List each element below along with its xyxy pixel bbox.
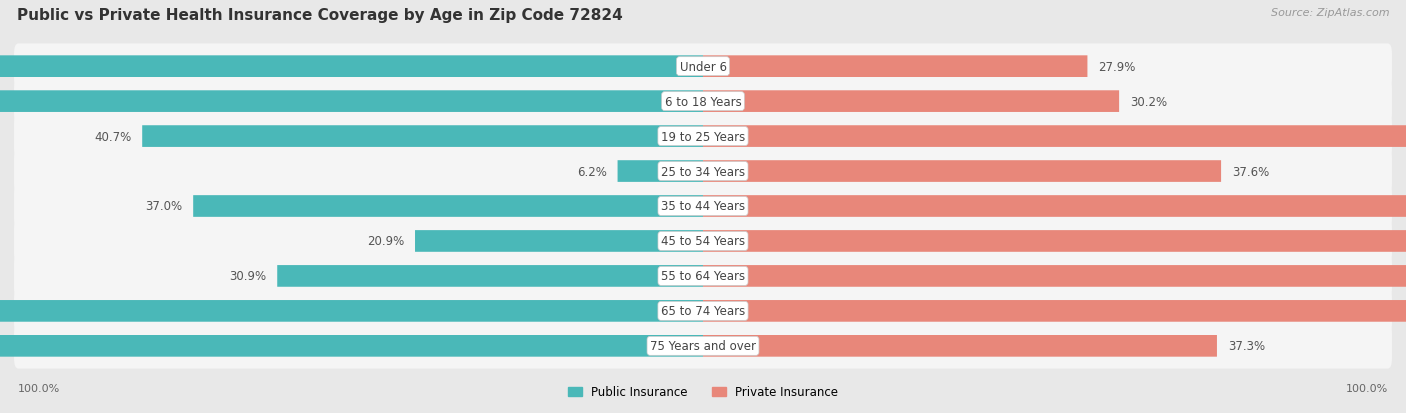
FancyBboxPatch shape bbox=[0, 300, 703, 322]
Text: 45 to 54 Years: 45 to 54 Years bbox=[661, 235, 745, 248]
FancyBboxPatch shape bbox=[703, 266, 1406, 287]
Text: 25 to 34 Years: 25 to 34 Years bbox=[661, 165, 745, 178]
Text: 27.9%: 27.9% bbox=[1098, 61, 1136, 74]
FancyBboxPatch shape bbox=[617, 161, 703, 183]
FancyBboxPatch shape bbox=[703, 126, 1406, 147]
Text: 100.0%: 100.0% bbox=[1346, 382, 1388, 393]
Text: 55 to 64 Years: 55 to 64 Years bbox=[661, 270, 745, 283]
Legend: Public Insurance, Private Insurance: Public Insurance, Private Insurance bbox=[568, 385, 838, 399]
FancyBboxPatch shape bbox=[703, 300, 1406, 322]
Text: 37.0%: 37.0% bbox=[145, 200, 183, 213]
Text: 30.9%: 30.9% bbox=[229, 270, 266, 283]
Text: 19 to 25 Years: 19 to 25 Years bbox=[661, 130, 745, 143]
FancyBboxPatch shape bbox=[14, 219, 1392, 264]
FancyBboxPatch shape bbox=[142, 126, 703, 147]
FancyBboxPatch shape bbox=[0, 335, 703, 357]
Text: 35 to 44 Years: 35 to 44 Years bbox=[661, 200, 745, 213]
FancyBboxPatch shape bbox=[703, 230, 1406, 252]
FancyBboxPatch shape bbox=[14, 44, 1392, 90]
FancyBboxPatch shape bbox=[703, 335, 1218, 357]
Text: 40.7%: 40.7% bbox=[94, 130, 131, 143]
FancyBboxPatch shape bbox=[14, 149, 1392, 194]
FancyBboxPatch shape bbox=[277, 266, 703, 287]
FancyBboxPatch shape bbox=[703, 56, 1087, 78]
Text: 6 to 18 Years: 6 to 18 Years bbox=[665, 95, 741, 108]
FancyBboxPatch shape bbox=[14, 114, 1392, 159]
Text: Source: ZipAtlas.com: Source: ZipAtlas.com bbox=[1271, 8, 1389, 18]
FancyBboxPatch shape bbox=[0, 91, 703, 113]
FancyBboxPatch shape bbox=[703, 161, 1220, 183]
Text: 65 to 74 Years: 65 to 74 Years bbox=[661, 305, 745, 318]
FancyBboxPatch shape bbox=[14, 323, 1392, 369]
Text: 37.3%: 37.3% bbox=[1227, 339, 1265, 352]
Text: 6.2%: 6.2% bbox=[576, 165, 606, 178]
FancyBboxPatch shape bbox=[14, 79, 1392, 125]
FancyBboxPatch shape bbox=[0, 56, 703, 78]
FancyBboxPatch shape bbox=[14, 254, 1392, 299]
FancyBboxPatch shape bbox=[415, 230, 703, 252]
FancyBboxPatch shape bbox=[14, 184, 1392, 229]
Text: 20.9%: 20.9% bbox=[367, 235, 404, 248]
FancyBboxPatch shape bbox=[703, 196, 1406, 217]
FancyBboxPatch shape bbox=[14, 288, 1392, 334]
Text: 37.6%: 37.6% bbox=[1232, 165, 1270, 178]
Text: 75 Years and over: 75 Years and over bbox=[650, 339, 756, 352]
Text: 30.2%: 30.2% bbox=[1130, 95, 1167, 108]
Text: 100.0%: 100.0% bbox=[18, 382, 60, 393]
Text: Under 6: Under 6 bbox=[679, 61, 727, 74]
FancyBboxPatch shape bbox=[193, 196, 703, 217]
FancyBboxPatch shape bbox=[703, 91, 1119, 113]
Text: Public vs Private Health Insurance Coverage by Age in Zip Code 72824: Public vs Private Health Insurance Cover… bbox=[17, 8, 623, 23]
